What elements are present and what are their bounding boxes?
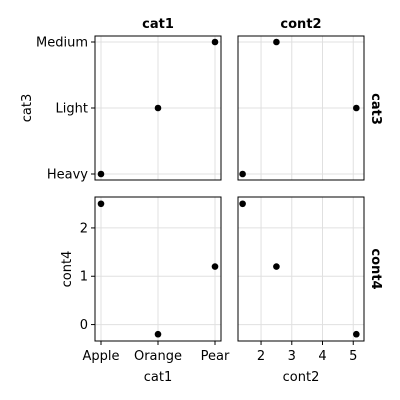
y-tick-label-cat3: Medium	[36, 36, 88, 51]
data-point-cont4-cat1	[154, 330, 162, 338]
y-axis-label-cont4: cont4	[60, 251, 75, 288]
x-tick-label-cat1: Apple	[82, 349, 119, 364]
column-title-cont2: cont2	[280, 17, 321, 32]
data-point-cat3-cat1	[211, 38, 219, 46]
row-title-cat3: cat3	[368, 93, 383, 125]
data-point-cont4-cont2	[273, 263, 280, 270]
data-point-cat3-cont2	[273, 38, 280, 46]
x-axis-label-cat1: cat1	[144, 370, 172, 385]
x-axis-label-cont2: cont2	[283, 370, 320, 385]
column-title-cat1: cat1	[142, 17, 174, 32]
y-axis-label-cat3: cat3	[20, 94, 35, 122]
x-tick-label-cont2: 4	[318, 349, 326, 364]
data-point-cont4-cont2	[353, 330, 360, 338]
data-point-cat3-cont2	[239, 170, 246, 178]
y-tick-label-cat3: Heavy	[47, 168, 88, 183]
x-tick-label-cont2: 5	[349, 349, 357, 364]
panel-frame-cat3-cont2	[237, 35, 365, 181]
frame-layer	[94, 35, 365, 342]
grid-layer	[95, 36, 364, 341]
data-point-cat3-cat1	[154, 104, 162, 112]
data-point-cont4-cat1	[97, 200, 105, 208]
x-tick-label-cat1: Orange	[134, 349, 182, 364]
y-tick-label-cat3: Light	[56, 102, 88, 117]
x-tick-label-cont2: 2	[257, 349, 265, 364]
data-point-cont4-cat1	[211, 263, 219, 270]
y-tick-label-cont4: 2	[80, 221, 88, 236]
data-point-cat3-cont2	[353, 104, 360, 112]
x-tick-label-cat1: Pear	[201, 349, 230, 364]
y-tick-label-cont4: 1	[80, 270, 88, 285]
row-title-cont4: cont4	[368, 248, 383, 289]
point-layer	[97, 38, 360, 338]
y-tick-label-cont4: 0	[80, 318, 88, 333]
x-tick-label-cont2: 3	[288, 349, 296, 364]
data-point-cat3-cat1	[97, 170, 105, 178]
panel-frame-cont4-cont2	[237, 196, 365, 342]
tick-layer: Heavy Light Medium 0 1 2 Apple Orange Pear 2 3 4 5	[36, 36, 357, 365]
data-point-cont4-cont2	[239, 200, 246, 208]
